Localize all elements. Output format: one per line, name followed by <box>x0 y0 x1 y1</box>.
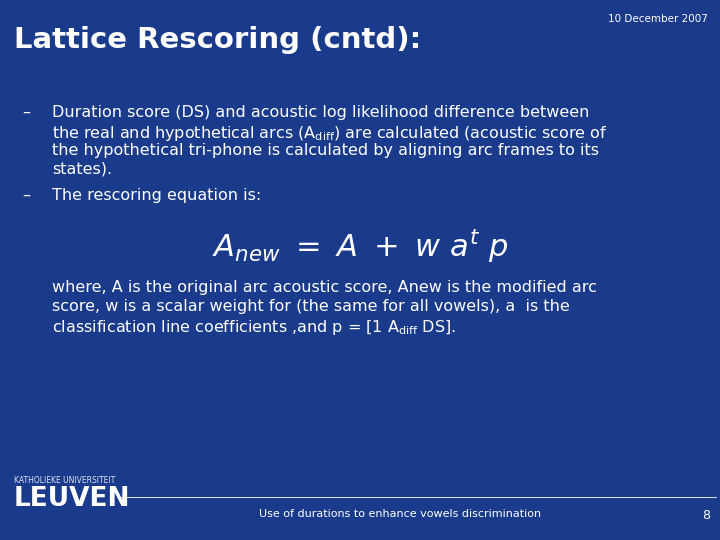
Text: KATHOLIEKE UNIVERSITEIT: KATHOLIEKE UNIVERSITEIT <box>14 476 115 485</box>
Text: where, A is the original arc acoustic score, Anew is the modified arc: where, A is the original arc acoustic sc… <box>52 280 597 295</box>
Text: the hypothetical tri-phone is calculated by aligning arc frames to its: the hypothetical tri-phone is calculated… <box>52 143 599 158</box>
Text: classification line coefficients ,and p = [1 A$_{\mathregular{diff}}$ DS].: classification line coefficients ,and p … <box>52 318 456 337</box>
Text: 10 December 2007: 10 December 2007 <box>608 14 708 24</box>
Text: Use of durations to enhance vowels discrimination: Use of durations to enhance vowels discr… <box>259 509 541 519</box>
Text: –: – <box>22 105 30 120</box>
Text: the real and hypothetical arcs (A$_{\mathregular{diff}}$) are calculated (acoust: the real and hypothetical arcs (A$_{\mat… <box>52 124 608 143</box>
Text: 8: 8 <box>702 509 710 522</box>
Text: –: – <box>22 188 30 203</box>
Text: LEUVEN: LEUVEN <box>14 486 130 512</box>
Text: The rescoring equation is:: The rescoring equation is: <box>52 188 261 203</box>
Text: Lattice Rescoring (cntd):: Lattice Rescoring (cntd): <box>14 26 421 54</box>
Text: score, w is a scalar weight for (the same for all vowels), a  is the: score, w is a scalar weight for (the sam… <box>52 299 570 314</box>
Text: Duration score (DS) and acoustic log likelihood difference between: Duration score (DS) and acoustic log lik… <box>52 105 590 120</box>
Text: $\mathit{A}_{new}\ =\ \mathit{A}\ +\ \mathit{w}\ \mathit{a}^{t}\ \mathit{p}$: $\mathit{A}_{new}\ =\ \mathit{A}\ +\ \ma… <box>212 228 508 265</box>
Text: states).: states). <box>52 162 112 177</box>
